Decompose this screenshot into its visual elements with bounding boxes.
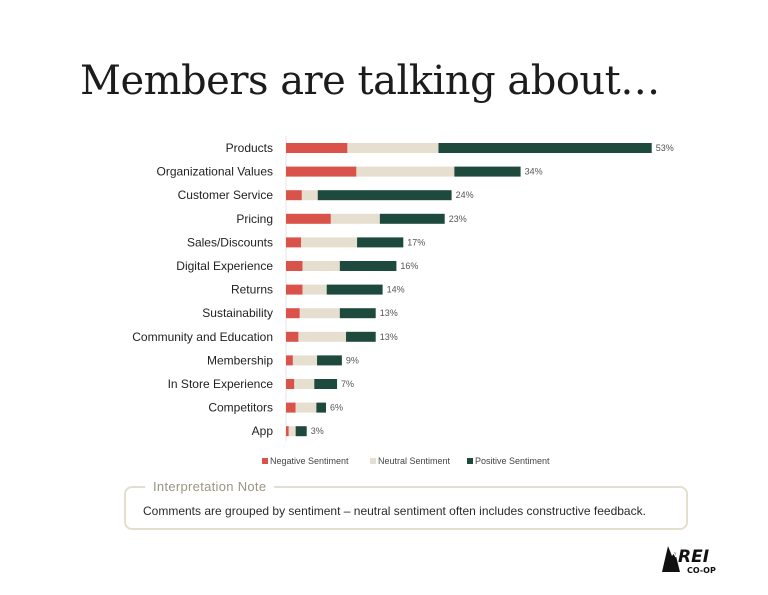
category-label: In Store Experience <box>168 377 274 391</box>
total-value-label: 7% <box>341 379 354 389</box>
total-value-label: 17% <box>407 237 425 247</box>
bar-segment-neutral-sentiment <box>294 379 315 389</box>
category-label: Pricing <box>236 212 273 226</box>
bar-segment-negative-sentiment <box>286 379 295 389</box>
bar-segment-neutral-sentiment <box>299 308 340 319</box>
category-label: Digital Experience <box>176 259 273 273</box>
total-value-label: 23% <box>449 214 467 224</box>
bar-segment-positive-sentiment <box>438 143 652 153</box>
bar-segment-positive-sentiment <box>317 190 452 201</box>
bar-segment-positive-sentiment <box>317 355 342 366</box>
legend-swatch <box>262 458 268 464</box>
logo-subtext: CO-OP <box>687 566 716 575</box>
category-label: Community and Education <box>132 330 273 344</box>
category-label: Organizational Values <box>156 165 273 179</box>
legend-label: Neutral Sentiment <box>378 456 451 466</box>
total-value-label: 6% <box>330 403 343 413</box>
bar-segment-neutral-sentiment <box>302 261 340 271</box>
bar-segment-neutral-sentiment <box>347 143 439 153</box>
bar-segment-negative-sentiment <box>286 308 300 319</box>
bar-segment-positive-sentiment <box>295 426 307 437</box>
legend-label: Negative Sentiment <box>270 456 349 466</box>
bar-segment-positive-sentiment <box>339 308 376 319</box>
bar-segment-negative-sentiment <box>286 426 289 437</box>
bar-segment-negative-sentiment <box>286 237 302 248</box>
total-value-label: 34% <box>525 167 543 177</box>
bar-segment-neutral-sentiment <box>302 284 327 295</box>
bar-segment-positive-sentiment <box>326 284 383 295</box>
legend-swatch <box>370 458 376 464</box>
category-label: Competitors <box>208 401 273 415</box>
rei-logo: REI CO-OP <box>662 546 716 575</box>
category-label: App <box>252 424 274 438</box>
bar-segment-neutral-sentiment <box>288 426 296 437</box>
bar-segment-neutral-sentiment <box>356 166 455 177</box>
bar-segment-neutral-sentiment <box>301 237 358 248</box>
bar-segment-negative-sentiment <box>286 190 302 201</box>
interpretation-note-box <box>124 486 688 530</box>
category-label: Products <box>226 141 273 155</box>
bar-segment-negative-sentiment <box>286 331 299 342</box>
sentiment-bar-chart: Products 53% Organizational Values 34% Custo… <box>132 136 674 466</box>
category-label: Returns <box>231 283 273 297</box>
bar-segment-positive-sentiment <box>346 331 376 342</box>
total-value-label: 9% <box>346 355 359 365</box>
total-value-label: 53% <box>656 143 674 153</box>
bar-segment-negative-sentiment <box>286 402 296 413</box>
bar-segment-positive-sentiment <box>357 237 404 248</box>
bar-segment-negative-sentiment <box>286 284 303 295</box>
total-value-label: 14% <box>387 285 405 295</box>
legend-swatch <box>467 458 473 464</box>
bar-segment-negative-sentiment <box>286 166 357 177</box>
total-value-label: 3% <box>311 426 324 436</box>
bar-segment-neutral-sentiment <box>301 190 318 201</box>
category-label: Customer Service <box>178 188 274 202</box>
bar-segment-neutral-sentiment <box>295 402 317 413</box>
bar-segment-negative-sentiment <box>286 261 303 271</box>
interpretation-note-text: Comments are grouped by sentiment – neut… <box>143 504 646 518</box>
total-value-label: 13% <box>380 308 398 318</box>
category-label: Sales/Discounts <box>187 235 273 249</box>
logo-wordmark: REI <box>678 547 709 567</box>
bar-segment-negative-sentiment <box>286 355 293 366</box>
total-value-label: 13% <box>380 332 398 342</box>
interpretation-note-label: Interpretation Note <box>145 479 275 494</box>
bar-segment-positive-sentiment <box>379 213 445 224</box>
total-value-label: 24% <box>456 190 474 200</box>
bar-segment-positive-sentiment <box>314 379 338 389</box>
bar-segment-positive-sentiment <box>339 261 397 271</box>
bar-segment-neutral-sentiment <box>298 331 347 342</box>
bar-segment-positive-sentiment <box>316 402 327 413</box>
bar-segment-neutral-sentiment <box>330 213 380 224</box>
category-label: Sustainability <box>202 306 273 320</box>
total-value-label: 16% <box>400 261 418 271</box>
tree-icon <box>662 546 680 572</box>
bar-segment-negative-sentiment <box>286 143 348 153</box>
bar-segment-neutral-sentiment <box>292 355 318 366</box>
bar-segment-positive-sentiment <box>454 166 521 177</box>
category-label: Membership <box>207 353 273 367</box>
legend-label: Positive Sentiment <box>475 456 550 466</box>
bar-segment-negative-sentiment <box>286 213 331 224</box>
page-title: Members are talking about… <box>80 58 660 104</box>
